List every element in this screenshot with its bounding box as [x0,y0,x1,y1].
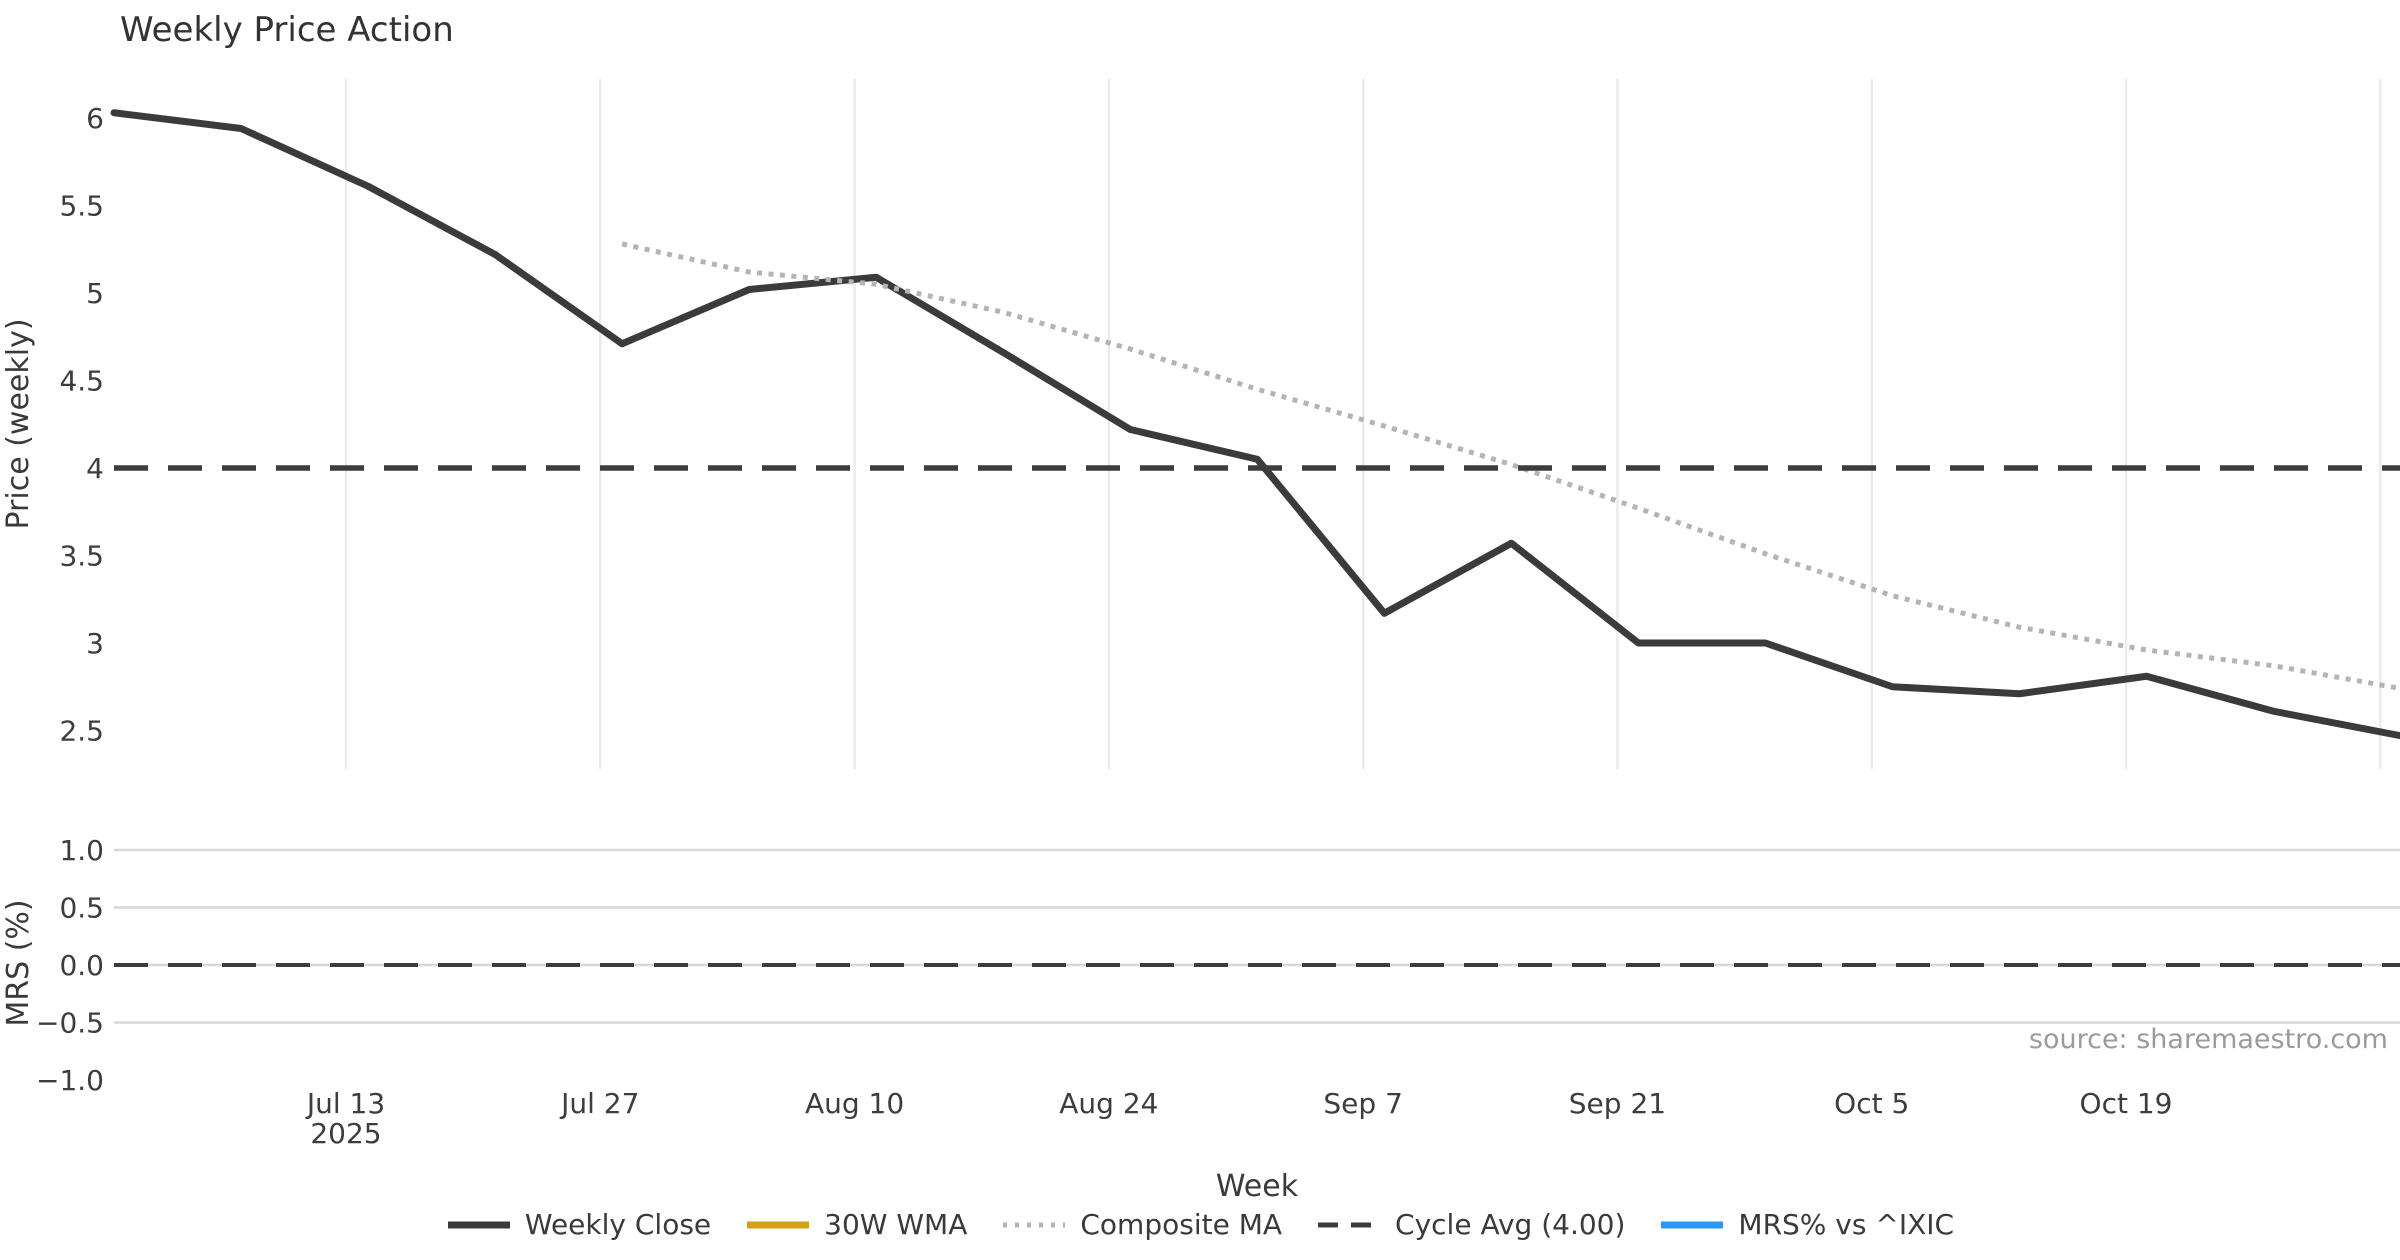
price-ytick-label: 5.5 [59,190,104,223]
mrs-ytick-label: −0.5 [36,1007,104,1040]
x-axis-label: Week [1216,1169,1299,1204]
x-tick-year-label: 2025 [310,1117,381,1150]
source-attribution: source: sharemaestro.com [2029,1024,2388,1055]
legend-item-weekly-close: Weekly Close [446,1208,711,1241]
legend-item-cycle-avg: Cycle Avg (4.00) [1316,1208,1625,1241]
chart-title: Weekly Price Action [120,10,454,50]
mrs-line-swatch-icon [1661,1221,1724,1228]
composite-ma-dotted-swatch-icon [1003,1222,1066,1227]
wma-line-swatch-icon [747,1221,810,1228]
x-tick-label: Jul 13 [305,1087,385,1120]
legend-item-composite-ma: Composite MA [1001,1208,1282,1241]
mrs-axis-label: MRS (%) [1,899,36,1026]
legend-label: 30W WMA [824,1208,968,1241]
price-ytick-label: 2.5 [59,715,104,748]
mrs-ytick-label: 1.0 [59,834,104,867]
mrs-ytick-label: −1.0 [36,1064,104,1097]
x-tick-label: Jul 27 [559,1087,639,1120]
legend-label: Cycle Avg (4.00) [1395,1208,1626,1241]
price-ytick-label: 4.5 [59,365,104,398]
price-ytick-label: 3 [86,627,104,660]
mrs-ytick-label: 0.0 [59,949,104,982]
price-axis-label: Price (weekly) [1,318,36,529]
x-tick-label: Sep 21 [1569,1087,1666,1120]
series-weekly-close [110,109,2400,740]
legend-label: MRS% vs ^IXIC [1738,1208,1955,1241]
x-tick-label: Oct 5 [1834,1087,1909,1120]
price-ytick-label: 4 [86,452,104,485]
price-ytick-label: 5 [86,277,104,310]
gridlines-layer [114,79,2400,1024]
series-composite-ma [621,241,2400,691]
chart-legend: Weekly Close 30W WMA Composite MA Cycle … [0,1208,2400,1241]
price-ytick-label: 3.5 [59,540,104,573]
x-tick-label: Aug 10 [805,1087,904,1120]
series-layer [110,109,2400,967]
legend-label: Weekly Close [524,1208,712,1241]
x-tick-label: Oct 19 [2080,1087,2173,1120]
legend-label: Composite MA [1080,1208,1283,1241]
tick-labels-layer: 6 5.5 5 4.5 4 3.5 3 2.5 1.0 0.5 0.0 −0.5 −1.0 Jul 132… [36,102,2173,1150]
price-ytick-label: 6 [86,102,104,135]
weekly-close-line-swatch-icon [447,1221,510,1228]
cycle-avg-dashed-swatch-icon [1318,1222,1381,1227]
mrs-ytick-label: 0.5 [59,892,104,925]
legend-item-30w-wma: 30W WMA [745,1208,967,1241]
legend-item-mrs: MRS% vs ^IXIC [1659,1208,1954,1241]
x-tick-label: Aug 24 [1059,1087,1158,1120]
x-tick-label: Sep 7 [1323,1087,1403,1120]
